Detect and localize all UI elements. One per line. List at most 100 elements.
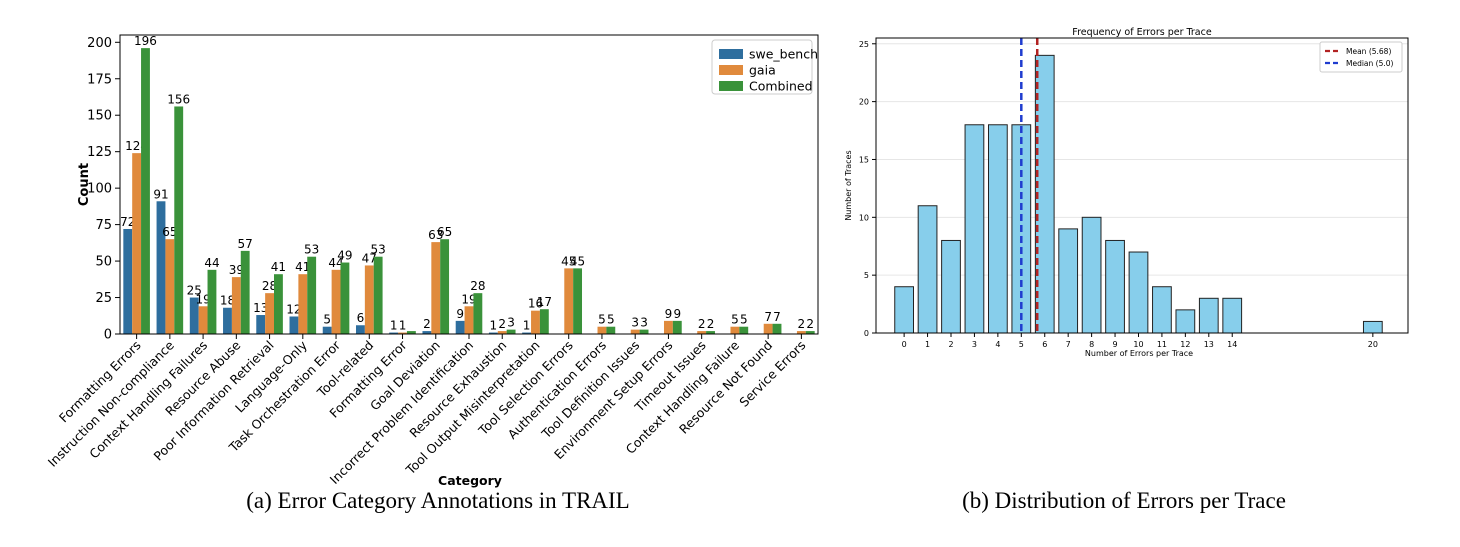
data-label: 5 [323, 313, 331, 327]
bar [298, 274, 308, 334]
x-tick-label: 1 [925, 340, 930, 349]
bar [597, 326, 607, 334]
data-label: 9 [673, 307, 681, 321]
data-label: 41 [295, 260, 310, 274]
data-label: 12 [286, 302, 301, 316]
y-tick-label: 150 [87, 109, 112, 124]
bar [240, 250, 250, 334]
bar [663, 320, 673, 334]
bar [539, 309, 549, 334]
bar [265, 293, 275, 334]
bar [464, 306, 474, 334]
y-tick-label: 25 [95, 291, 112, 306]
bar [697, 331, 707, 334]
legend-swatch [719, 49, 743, 59]
x-tick-label: 7 [1066, 340, 1071, 349]
data-label: 39 [229, 263, 244, 277]
data-label: 5 [598, 313, 606, 327]
bar [174, 106, 184, 334]
bar [231, 277, 241, 334]
data-label: 2 [798, 317, 806, 331]
data-label: 1 [523, 319, 531, 333]
y-tick-label: 175 [87, 72, 112, 87]
bar [123, 228, 133, 334]
data-label: 41 [271, 260, 286, 274]
y-tick-label: 0 [104, 328, 112, 343]
data-label: 2 [698, 317, 706, 331]
x-tick-label: 12 [1180, 340, 1190, 349]
bar [796, 331, 806, 334]
bar [189, 297, 199, 334]
data-label: 3 [507, 316, 515, 330]
bar [488, 332, 498, 334]
bar [639, 329, 649, 334]
data-label: 19 [195, 292, 210, 306]
y-tick-label: 125 [87, 145, 112, 160]
bar [531, 310, 540, 334]
data-label: 63 [428, 228, 443, 242]
legend-swatch [719, 81, 743, 91]
data-label: 53 [304, 243, 319, 257]
data-label: 3 [631, 316, 639, 330]
x-tick-label: 5 [1019, 340, 1024, 349]
caption-right: (b) Distribution of Errors per Trace [962, 488, 1286, 513]
plot-frame [875, 37, 1409, 334]
bar [1105, 239, 1125, 334]
bar [1152, 286, 1172, 334]
data-label: 57 [238, 237, 253, 251]
legend-entry: Combined [749, 79, 813, 94]
bar [431, 242, 441, 334]
data-label: 47 [362, 251, 377, 265]
data-label: 196 [134, 34, 157, 48]
bar [207, 269, 217, 334]
bar [289, 316, 299, 334]
data-label: 16 [528, 297, 543, 311]
data-label: 28 [262, 279, 277, 293]
bar [198, 306, 208, 334]
bar [422, 331, 432, 334]
data-label: 49 [337, 249, 352, 263]
y-tick-label: 25 [859, 40, 869, 49]
bar [805, 331, 815, 334]
x-tick-label: 4 [995, 340, 1000, 349]
x-tick-label: 8 [1089, 340, 1094, 349]
bar [763, 323, 773, 334]
data-label: 9 [456, 307, 464, 321]
bar [274, 274, 283, 334]
x-tick-label: 20 [1368, 340, 1378, 349]
data-label: 25 [187, 284, 202, 298]
bar [730, 326, 740, 334]
bar [739, 326, 749, 334]
y-tick-label: 100 [87, 182, 112, 197]
data-label: 5 [731, 313, 739, 327]
bar [364, 265, 374, 334]
data-label: 7 [773, 310, 781, 324]
bar [473, 293, 483, 334]
data-label: 44 [204, 256, 219, 270]
bar [1222, 297, 1243, 334]
bar [373, 256, 383, 334]
bar [256, 315, 266, 334]
bar [1058, 228, 1079, 334]
data-label: 1 [490, 319, 498, 333]
y-tick-label: 20 [859, 98, 869, 107]
bar [672, 320, 682, 334]
data-label: 17 [537, 295, 552, 309]
bar [1175, 309, 1196, 334]
legend-entry: Mean (5.68) [1346, 47, 1391, 56]
bar [706, 331, 715, 334]
bar [606, 326, 616, 334]
data-label: 2 [423, 317, 431, 331]
bar [455, 320, 465, 334]
data-label: 91 [153, 187, 168, 201]
data-label: 5 [740, 313, 748, 327]
data-label: 2 [707, 317, 715, 331]
y-tick-label: 50 [95, 255, 112, 270]
data-label: 45 [561, 254, 576, 268]
x-tick-label: 10 [1133, 340, 1143, 349]
bar [573, 268, 583, 334]
x-tick-label: 6 [1042, 340, 1047, 349]
bar [987, 124, 1008, 334]
chart-title: Frequency of Errors per Trace [1072, 27, 1212, 38]
